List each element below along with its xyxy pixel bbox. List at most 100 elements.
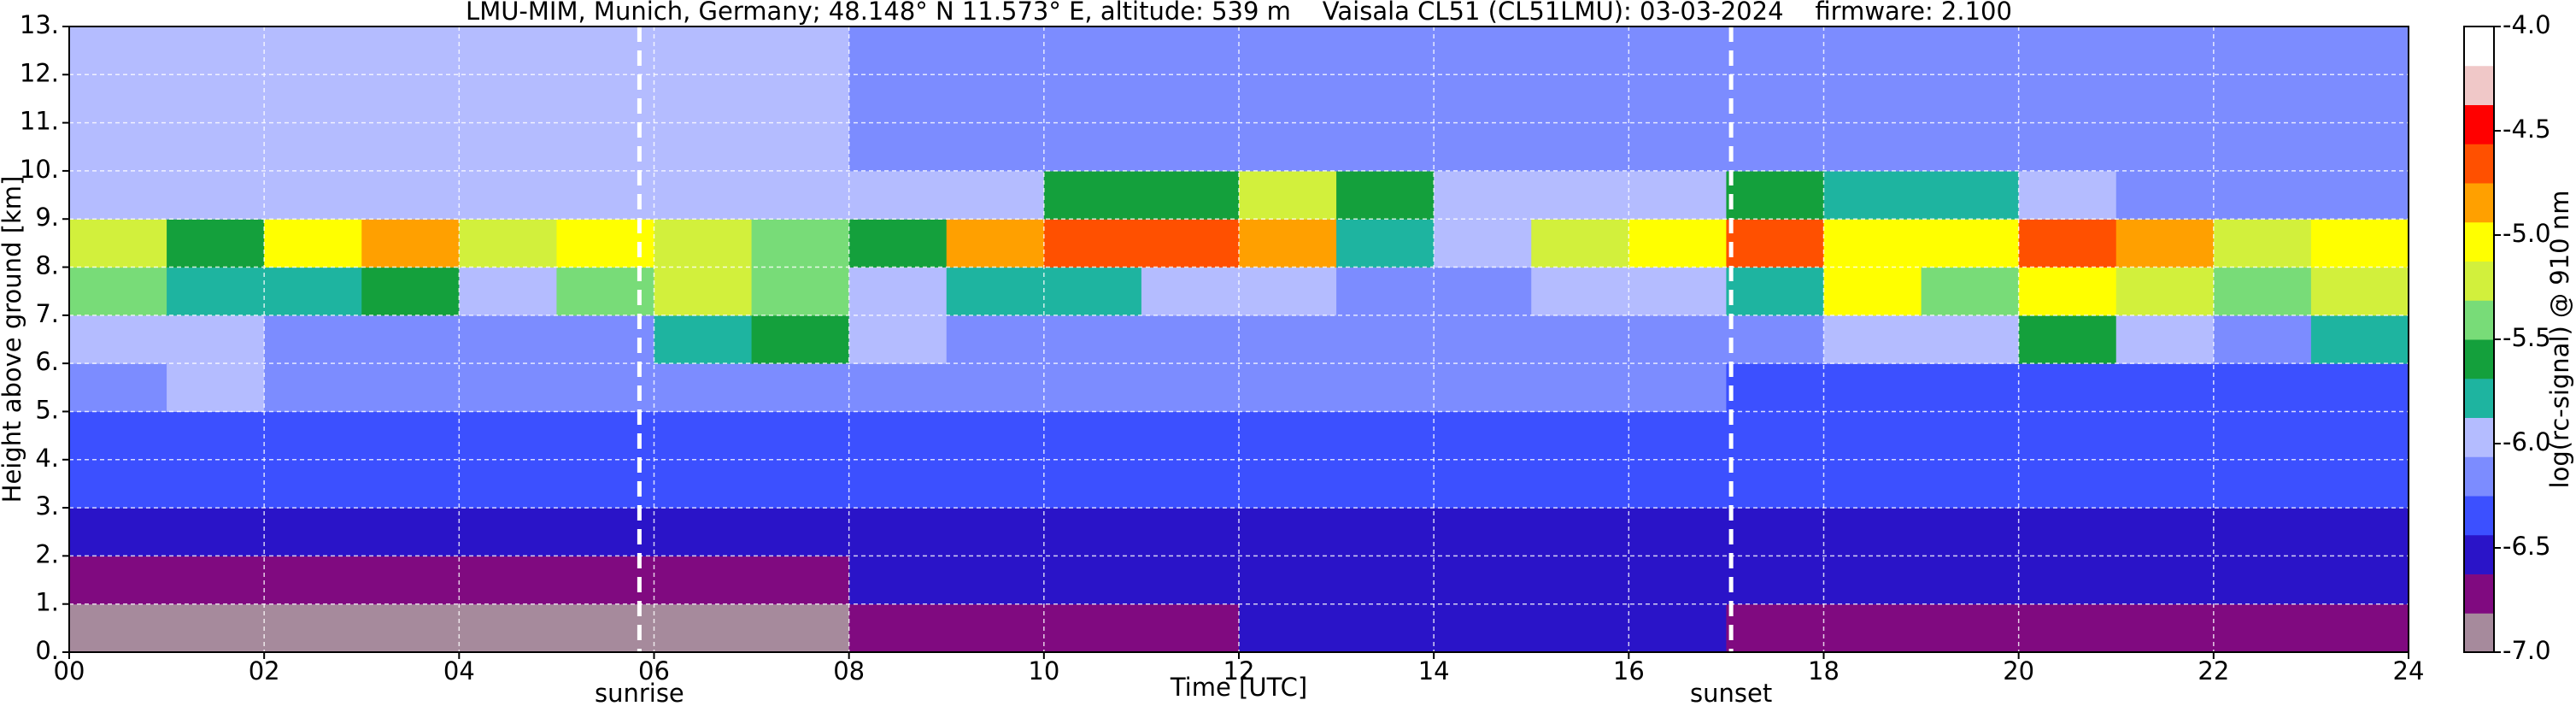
heatmap-cell bbox=[946, 459, 1045, 509]
heatmap-cell bbox=[2018, 315, 2117, 364]
heatmap-cell bbox=[459, 74, 557, 124]
heatmap-cell bbox=[361, 267, 460, 316]
heatmap-cell bbox=[1434, 219, 1532, 268]
colorbar-tick-label: -4.0 bbox=[2503, 10, 2551, 39]
heatmap-cell bbox=[946, 508, 1045, 556]
heatmap-cell bbox=[1921, 315, 2020, 364]
heatmap-cell bbox=[1239, 556, 1337, 605]
colorbar-tick-label: -6.0 bbox=[2503, 427, 2551, 456]
annotation-label: sunrise bbox=[595, 679, 684, 706]
heatmap-cell bbox=[459, 267, 557, 316]
heatmap-cell bbox=[1531, 219, 1629, 268]
annotation-label: sunset bbox=[1690, 679, 1772, 706]
heatmap-cell bbox=[1823, 170, 1922, 220]
heatmap-cell bbox=[264, 411, 362, 461]
heatmap-cell bbox=[1726, 411, 1824, 461]
heatmap-cell bbox=[1043, 267, 1142, 316]
heatmap-cell bbox=[361, 74, 460, 124]
heatmap-cell bbox=[459, 363, 557, 412]
heatmap-cell bbox=[1823, 556, 1922, 605]
heatmap-cell bbox=[946, 267, 1045, 316]
heatmap-cell bbox=[654, 603, 753, 653]
heatmap-cell bbox=[2213, 411, 2312, 461]
heatmap-cell bbox=[1628, 411, 1727, 461]
heatmap-cell bbox=[1531, 556, 1629, 605]
heatmap-cell bbox=[1434, 603, 1532, 653]
heatmap-cell bbox=[264, 603, 362, 653]
x-tick-label: 14 bbox=[1418, 656, 1450, 685]
heatmap-cell bbox=[2115, 459, 2215, 509]
y-tick-label: 5. bbox=[35, 395, 59, 424]
heatmap-cell bbox=[167, 411, 265, 461]
x-tick-label: 04 bbox=[443, 656, 475, 685]
heatmap-cell bbox=[1239, 315, 1337, 364]
x-tick-label: 24 bbox=[2393, 656, 2425, 685]
heatmap-cell bbox=[167, 122, 265, 172]
heatmap-cell bbox=[264, 219, 362, 268]
y-tick-label: 11. bbox=[20, 107, 59, 136]
heatmap-cell bbox=[1141, 603, 1240, 653]
heatmap-cell bbox=[2115, 122, 2215, 172]
heatmap-cell bbox=[2018, 556, 2117, 605]
heatmap-cell bbox=[654, 267, 753, 316]
heatmap-cell bbox=[1921, 74, 2020, 124]
heatmap-cell bbox=[69, 556, 167, 605]
heatmap-cell bbox=[1531, 74, 1629, 124]
heatmap-cell bbox=[654, 26, 753, 75]
x-tick-label: 22 bbox=[2198, 656, 2229, 685]
x-tick-label: 08 bbox=[833, 656, 865, 685]
heatmap-cell bbox=[459, 219, 557, 268]
heatmap-cell bbox=[2310, 411, 2409, 461]
x-tick-label: 10 bbox=[1028, 656, 1059, 685]
heatmap-cell bbox=[1628, 363, 1727, 412]
heatmap-cell bbox=[1239, 74, 1337, 124]
heatmap-cell bbox=[848, 74, 948, 124]
x-tick-label: 06 bbox=[638, 656, 670, 685]
colorbar-swatch bbox=[2464, 613, 2494, 653]
heatmap-cell bbox=[1921, 411, 2020, 461]
heatmap-cell bbox=[1921, 603, 2020, 653]
y-tick-label: 0. bbox=[35, 636, 59, 665]
heatmap-cell bbox=[1921, 26, 2020, 75]
colorbar-swatch bbox=[2464, 534, 2494, 574]
heatmap-cell bbox=[1921, 170, 2020, 220]
heatmap-cell bbox=[69, 122, 167, 172]
heatmap-cell bbox=[1726, 459, 1824, 509]
heatmap-cell bbox=[1239, 508, 1337, 556]
heatmap-cell bbox=[1239, 603, 1337, 653]
heatmap-cell bbox=[167, 508, 265, 556]
colorbar-swatch bbox=[2464, 300, 2494, 340]
heatmap-cell bbox=[2018, 122, 2117, 172]
colorbar-swatch bbox=[2464, 378, 2494, 418]
heatmap-cell bbox=[2018, 219, 2117, 268]
heatmap-cell bbox=[361, 315, 460, 364]
heatmap-cell bbox=[654, 411, 753, 461]
heatmap-cell bbox=[2213, 556, 2312, 605]
heatmap-cell bbox=[654, 122, 753, 172]
heatmap-cell bbox=[1823, 267, 1922, 316]
heatmap-cell bbox=[459, 315, 557, 364]
heatmap-cell bbox=[1823, 26, 1922, 75]
heatmap-cell bbox=[848, 363, 948, 412]
colorbar-swatch bbox=[2464, 574, 2494, 614]
heatmap-cell bbox=[946, 315, 1045, 364]
heatmap-cell bbox=[2018, 267, 2117, 316]
heatmap-cell bbox=[2310, 267, 2409, 316]
x-tick-label: 20 bbox=[2003, 656, 2034, 685]
heatmap-cell bbox=[1823, 508, 1922, 556]
heatmap-cell bbox=[1921, 459, 2020, 509]
heatmap-cell bbox=[1726, 603, 1824, 653]
heatmap-cell bbox=[167, 556, 265, 605]
heatmap-cell bbox=[848, 170, 948, 220]
heatmap-cell bbox=[751, 459, 850, 509]
heatmap-cell bbox=[1043, 170, 1142, 220]
heatmap-cell bbox=[2310, 170, 2409, 220]
heatmap-cell bbox=[264, 459, 362, 509]
heatmap-cell bbox=[1726, 267, 1824, 316]
heatmap-cell bbox=[361, 508, 460, 556]
colorbar-label: log(rc-signal) @ 910 nm bbox=[2545, 191, 2574, 489]
heatmap-cell bbox=[2115, 170, 2215, 220]
heatmap-cell bbox=[1336, 556, 1435, 605]
heatmap-cell bbox=[167, 26, 265, 75]
